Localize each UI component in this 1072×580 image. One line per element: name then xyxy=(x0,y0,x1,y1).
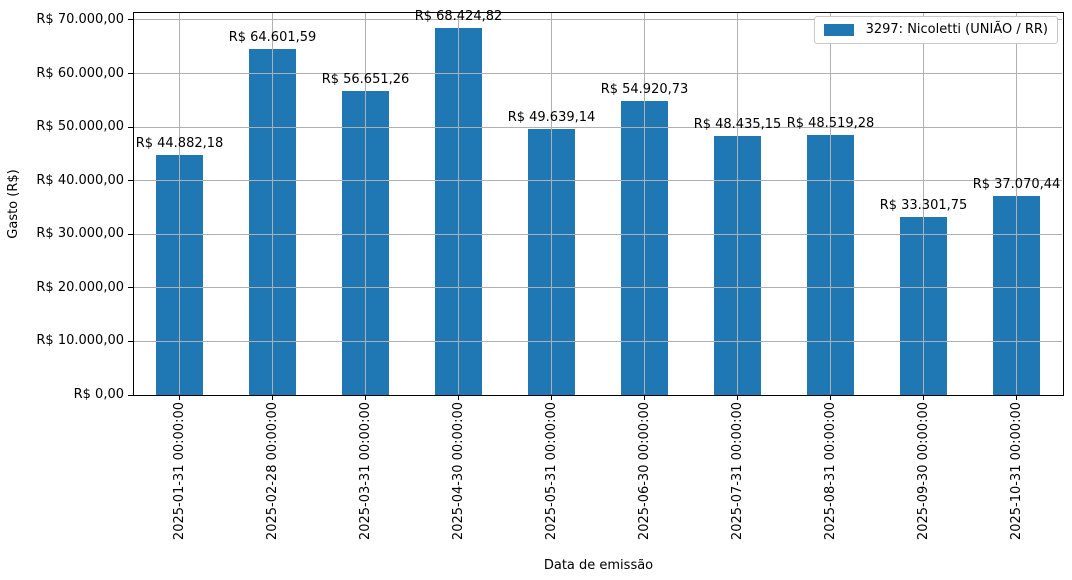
x-tick-label: 2025-03-31 00:00:00 xyxy=(357,402,373,541)
x-tick-mark xyxy=(365,395,366,400)
y-tick-mark xyxy=(128,180,133,182)
x-tick-label: 2025-01-31 00:00:00 xyxy=(171,402,187,541)
x-gridline xyxy=(923,13,924,394)
x-gridline xyxy=(458,13,459,394)
x-tick-mark xyxy=(551,395,552,400)
y-tick-label: R$ 40.000,00 xyxy=(36,172,124,188)
y-gridline xyxy=(134,287,1062,289)
y-gridline xyxy=(134,19,1062,21)
bar-value-label: R$ 54.920,73 xyxy=(600,81,689,97)
x-tick-label: 2025-07-31 00:00:00 xyxy=(729,402,745,541)
x-tick-mark xyxy=(458,395,459,400)
y-gridline xyxy=(134,73,1062,75)
legend-label: 3297: Nicoletti (UNIÃO / RR) xyxy=(865,22,1048,37)
x-gridline xyxy=(365,13,366,394)
x-tick-mark xyxy=(644,395,645,400)
y-tick-mark xyxy=(128,340,133,342)
x-tick-mark xyxy=(830,395,831,400)
x-tick-mark xyxy=(737,395,738,400)
y-gridline xyxy=(134,180,1062,182)
y-tick-mark xyxy=(128,126,133,128)
x-gridline xyxy=(551,13,552,394)
x-gridline xyxy=(179,13,180,394)
x-tick-label: 2025-04-30 00:00:00 xyxy=(450,402,466,541)
x-tick-mark xyxy=(179,395,180,400)
bar-value-label: R$ 68.424,82 xyxy=(414,9,503,25)
y-gridline xyxy=(134,126,1062,128)
y-tick-label: R$ 50.000,00 xyxy=(36,119,124,135)
y-tick-label: R$ 10.000,00 xyxy=(36,333,124,349)
x-gridline xyxy=(644,13,645,394)
x-gridline xyxy=(737,13,738,394)
x-tick-label: 2025-09-30 00:00:00 xyxy=(915,402,931,541)
legend-color-swatch xyxy=(823,24,854,36)
bar-value-label: R$ 33.301,75 xyxy=(879,197,968,213)
bar-value-label: R$ 48.435,15 xyxy=(693,116,782,132)
bar-value-label: R$ 37.070,44 xyxy=(972,177,1061,193)
bar-value-label: R$ 56.651,26 xyxy=(321,72,410,88)
y-tick-label: R$ 20.000,00 xyxy=(36,279,124,295)
y-tick-label: R$ 70.000,00 xyxy=(36,11,124,27)
bar-value-label: R$ 64.601,59 xyxy=(228,29,317,45)
y-tick-mark xyxy=(128,287,133,289)
x-tick-label: 2025-02-28 00:00:00 xyxy=(264,402,280,541)
bar-value-label: R$ 49.639,14 xyxy=(507,110,596,126)
y-tick-label: R$ 30.000,00 xyxy=(36,226,124,242)
y-tick-label: R$ 60.000,00 xyxy=(36,65,124,81)
y-tick-mark xyxy=(128,73,133,75)
bar-value-label: R$ 44.882,18 xyxy=(135,135,224,151)
x-tick-label: 2025-05-31 00:00:00 xyxy=(543,402,559,541)
y-tick-mark xyxy=(128,394,133,396)
x-tick-mark xyxy=(272,395,273,400)
x-gridline xyxy=(272,13,273,394)
x-gridline xyxy=(1016,13,1017,394)
x-tick-label: 2025-06-30 00:00:00 xyxy=(636,402,652,541)
x-tick-mark xyxy=(923,395,924,400)
legend: 3297: Nicoletti (UNIÃO / RR) xyxy=(813,16,1058,44)
x-gridline xyxy=(830,13,831,394)
y-gridline xyxy=(134,340,1062,342)
y-tick-label: R$ 0,00 xyxy=(73,387,124,402)
y-tick-mark xyxy=(128,233,133,235)
y-gridline xyxy=(134,233,1062,235)
bar-value-label: R$ 48.519,28 xyxy=(786,116,875,132)
x-tick-label: 2025-08-31 00:00:00 xyxy=(822,402,838,541)
x-axis-title: Data de emissão xyxy=(543,558,654,573)
y-tick-mark xyxy=(128,19,133,21)
x-tick-label: 2025-10-31 00:00:00 xyxy=(1008,402,1024,541)
x-tick-mark xyxy=(1016,395,1017,400)
